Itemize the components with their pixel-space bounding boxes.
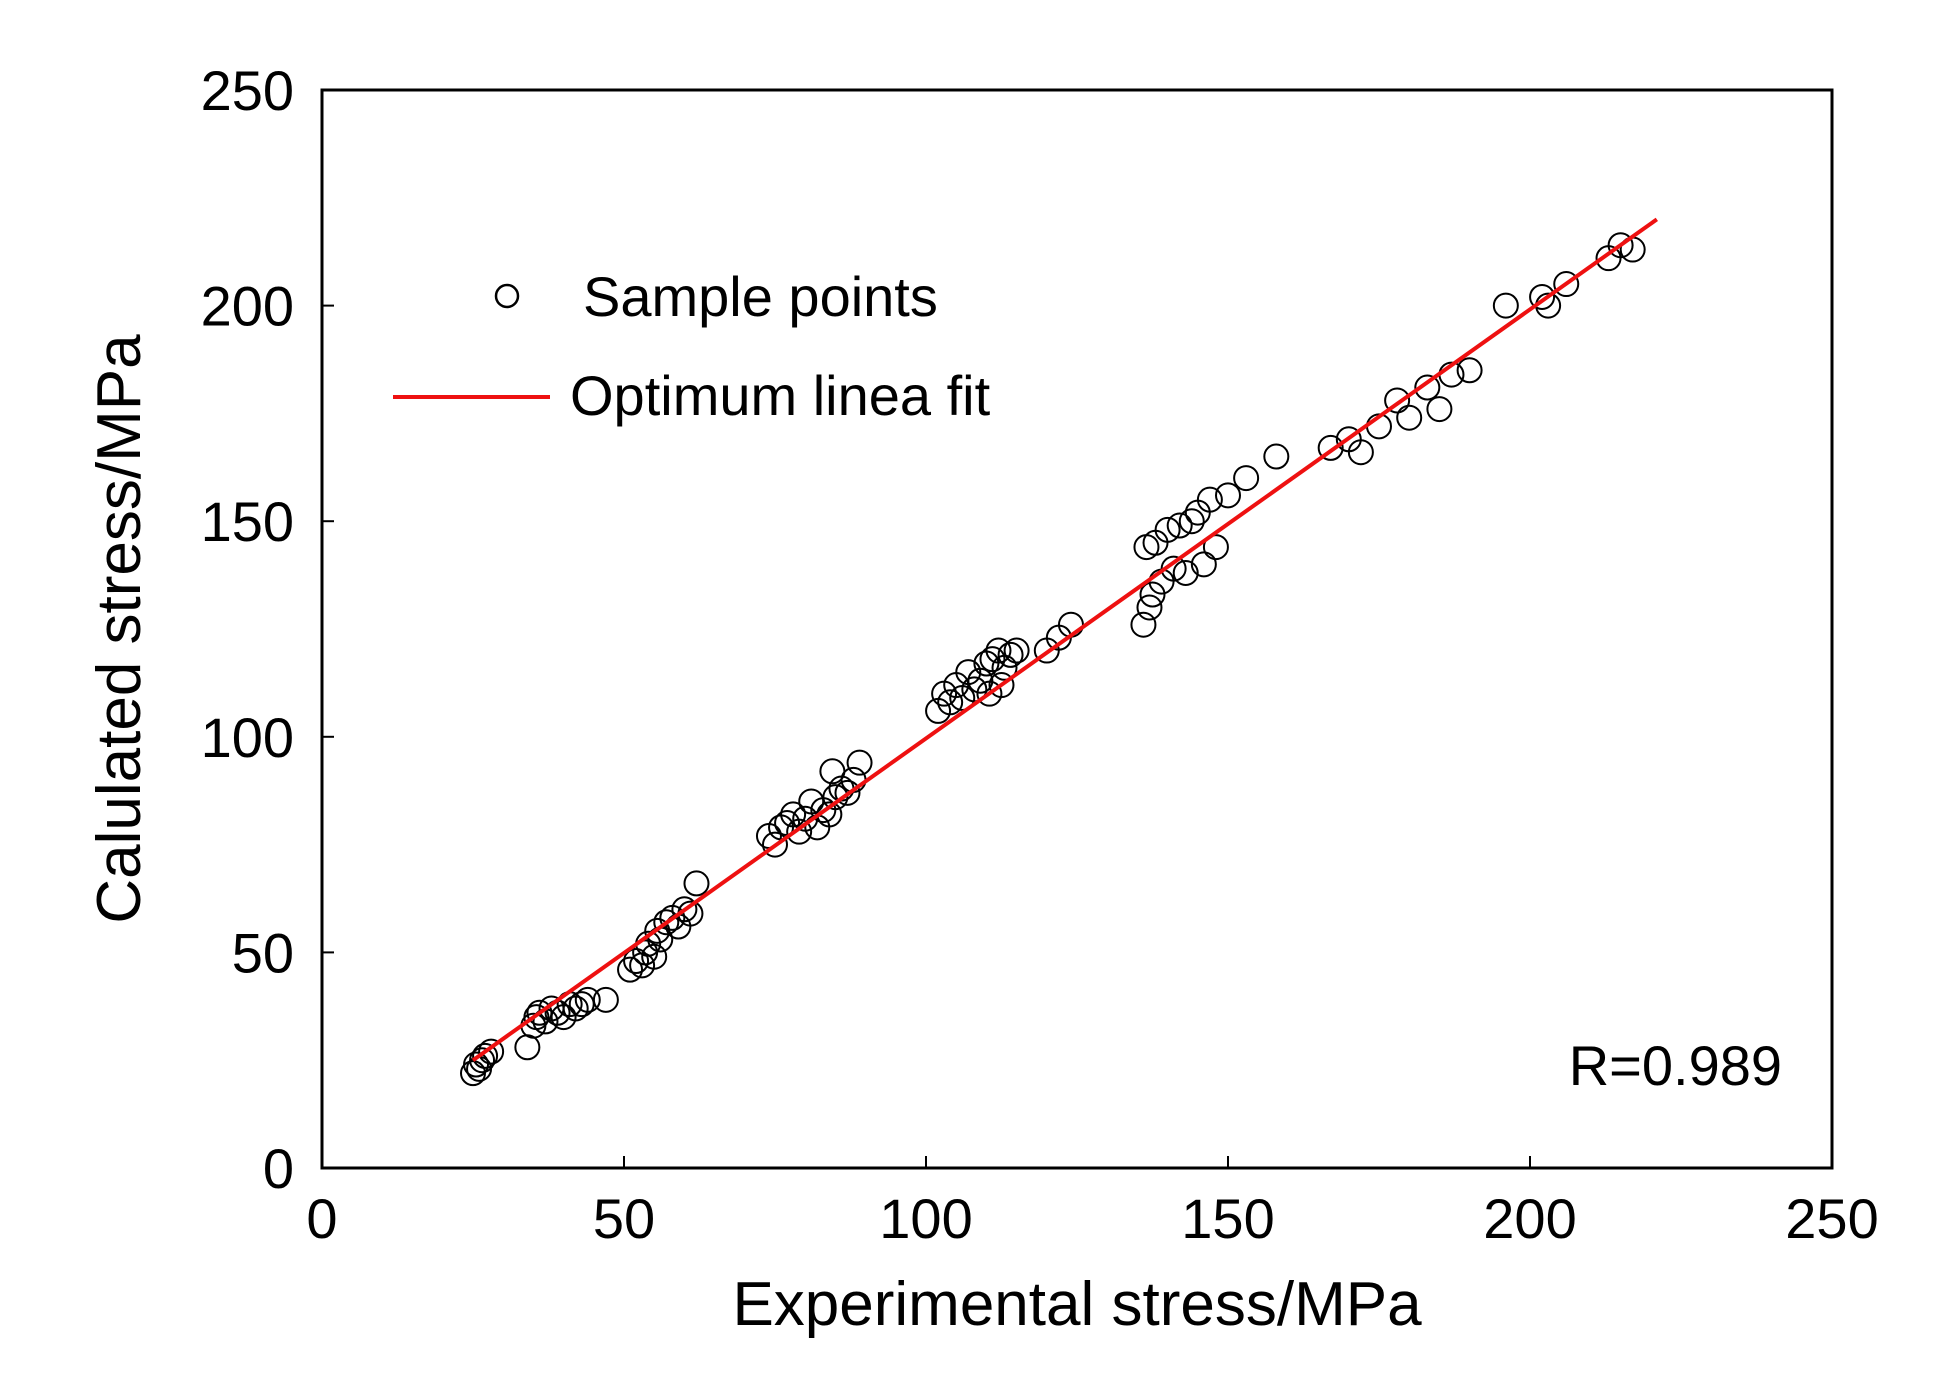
sample-point	[834, 779, 861, 806]
sample-point	[623, 948, 650, 975]
legend: Sample points Optimum linea fit	[393, 265, 991, 427]
legend-marker-sample-points	[494, 283, 520, 309]
sample-point	[574, 986, 601, 1013]
x-axis-ticks	[321, 1156, 1833, 1168]
sample-point	[463, 1051, 490, 1078]
x-tick-label: 50	[593, 1187, 655, 1250]
sample-point	[1317, 434, 1344, 461]
y-axis-ticks	[322, 89, 334, 1169]
sample-point	[671, 896, 698, 923]
sample-point	[653, 909, 680, 936]
sample-point	[1202, 534, 1229, 561]
x-tick-label: 100	[879, 1187, 972, 1250]
x-axis-title: Experimental stress/MPa	[732, 1270, 1422, 1339]
y-tick-label: 250	[201, 59, 294, 122]
sample-point	[997, 641, 1024, 668]
sample-point	[1529, 283, 1556, 310]
sample-point	[1190, 551, 1217, 578]
y-axis-title: Calulated stress/MPa	[85, 334, 154, 924]
sample-point	[1396, 404, 1423, 431]
sample-point	[988, 672, 1015, 699]
plot-area-frame	[320, 88, 1834, 1170]
sample-point	[1196, 486, 1223, 513]
y-tick-label: 0	[263, 1137, 294, 1200]
sample-point	[641, 943, 668, 970]
sample-point	[1003, 637, 1030, 664]
sample-point	[592, 986, 619, 1013]
sample-point	[1426, 396, 1453, 423]
sample-point	[1263, 443, 1290, 470]
sample-point	[780, 801, 807, 828]
y-tick-label: 150	[201, 490, 294, 553]
sample-point	[1414, 374, 1441, 401]
sample-points-layer	[460, 232, 1646, 1087]
sample-point	[1456, 357, 1483, 384]
sample-point	[1607, 232, 1634, 259]
sample-point	[1233, 465, 1260, 492]
sample-point	[472, 1042, 499, 1069]
y-axis-tick-labels: 0 50 100 150 200 250	[201, 59, 294, 1200]
sample-point	[1136, 594, 1163, 621]
sample-point	[1130, 611, 1157, 638]
sample-point	[1139, 581, 1166, 608]
legend-label-fit: Optimum linea fit	[570, 364, 991, 427]
y-tick-label: 50	[232, 921, 294, 984]
sample-point	[1172, 559, 1199, 586]
y-tick-label: 100	[201, 706, 294, 769]
x-axis-tick-labels: 0 50 100 150 200 250	[306, 1187, 1878, 1250]
sample-point	[478, 1038, 505, 1065]
r-value-annotation: R=0.989	[1569, 1034, 1782, 1097]
sample-point	[1553, 271, 1580, 298]
sample-point	[514, 1034, 541, 1061]
fit-line	[471, 217, 1658, 1062]
sample-point	[469, 1047, 496, 1074]
sample-point	[937, 689, 964, 716]
sample-point	[1215, 482, 1241, 509]
sample-point	[1166, 512, 1193, 539]
x-tick-label: 200	[1483, 1187, 1576, 1250]
sample-point	[683, 870, 710, 897]
x-tick-label: 0	[306, 1187, 337, 1250]
sample-point	[1178, 508, 1205, 535]
sample-point	[1384, 387, 1411, 414]
x-tick-label: 150	[1181, 1187, 1274, 1250]
sample-point	[762, 831, 788, 858]
sample-point	[846, 749, 873, 776]
sample-point	[985, 637, 1012, 664]
sample-point	[1492, 292, 1519, 319]
sample-point	[786, 818, 813, 845]
y-tick-label: 200	[201, 275, 294, 338]
sample-point	[1347, 439, 1374, 466]
sample-point	[967, 667, 994, 694]
sample-point	[991, 654, 1018, 681]
sample-point	[822, 784, 849, 811]
sample-point	[961, 676, 988, 703]
sample-point	[1154, 516, 1181, 543]
sample-point	[617, 956, 644, 983]
legend-label-sample-points: Sample points	[583, 265, 938, 328]
x-tick-label: 250	[1785, 1187, 1878, 1250]
